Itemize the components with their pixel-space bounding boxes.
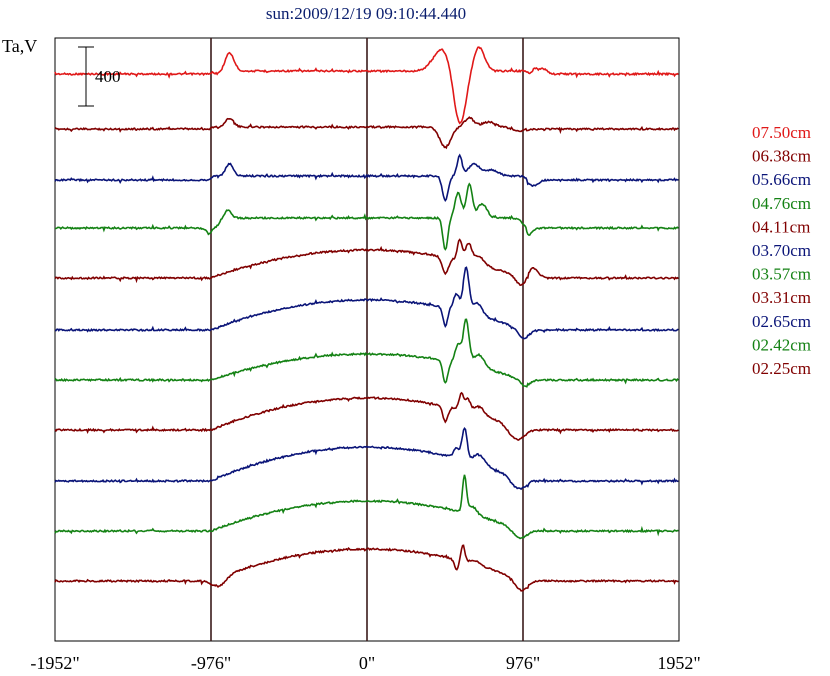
series-line-9 — [54, 474, 679, 540]
chart-title: sun:2009/12/19 09:10:44.440 — [266, 4, 466, 23]
series-line-1 — [54, 116, 679, 150]
legend-entry-2: 05.66cm — [752, 170, 811, 189]
x-tick-label-0: -1952" — [30, 653, 79, 673]
vertical-reference-lines — [210, 38, 524, 641]
legend-entry-6: 03.57cm — [752, 265, 811, 284]
legend-entry-3: 04.76cm — [752, 194, 811, 213]
x-tick-label-4: 1952" — [657, 653, 700, 673]
series-line-10 — [54, 544, 679, 592]
series-line-8 — [54, 427, 679, 491]
legend-entry-7: 03.31cm — [752, 288, 811, 307]
scale-bar: 400 — [78, 46, 121, 107]
legend-entry-10: 02.25cm — [752, 359, 811, 378]
x-tick-label-3: 976" — [506, 653, 540, 673]
legend-entry-4: 04.11cm — [752, 217, 810, 236]
legend: 07.50cm 06.38cm 05.66cm 04.76cm 04.11cm 03.70… — [752, 123, 811, 378]
series-group — [54, 46, 679, 592]
legend-entry-8: 02.65cm — [752, 312, 811, 331]
x-tick-label-2: 0" — [359, 653, 375, 673]
legend-entry-9: 02.42cm — [752, 335, 811, 354]
series-line-0 — [54, 46, 679, 125]
legend-entry-1: 06.38cm — [752, 147, 811, 166]
series-line-6 — [54, 318, 679, 388]
series-line-3 — [55, 182, 679, 251]
x-tick-labels: -1952" -976" 0" 976" 1952" — [30, 653, 700, 673]
series-line-7 — [54, 391, 679, 442]
scale-bar-label: 400 — [95, 67, 121, 86]
y-axis-label: Ta,V — [2, 36, 37, 56]
series-line-4 — [54, 238, 679, 287]
series-line-5 — [54, 266, 679, 340]
series-line-2 — [54, 153, 679, 202]
legend-entry-5: 03.70cm — [752, 241, 811, 260]
x-tick-label-1: -976" — [191, 653, 231, 673]
legend-entry-0: 07.50cm — [752, 123, 811, 142]
